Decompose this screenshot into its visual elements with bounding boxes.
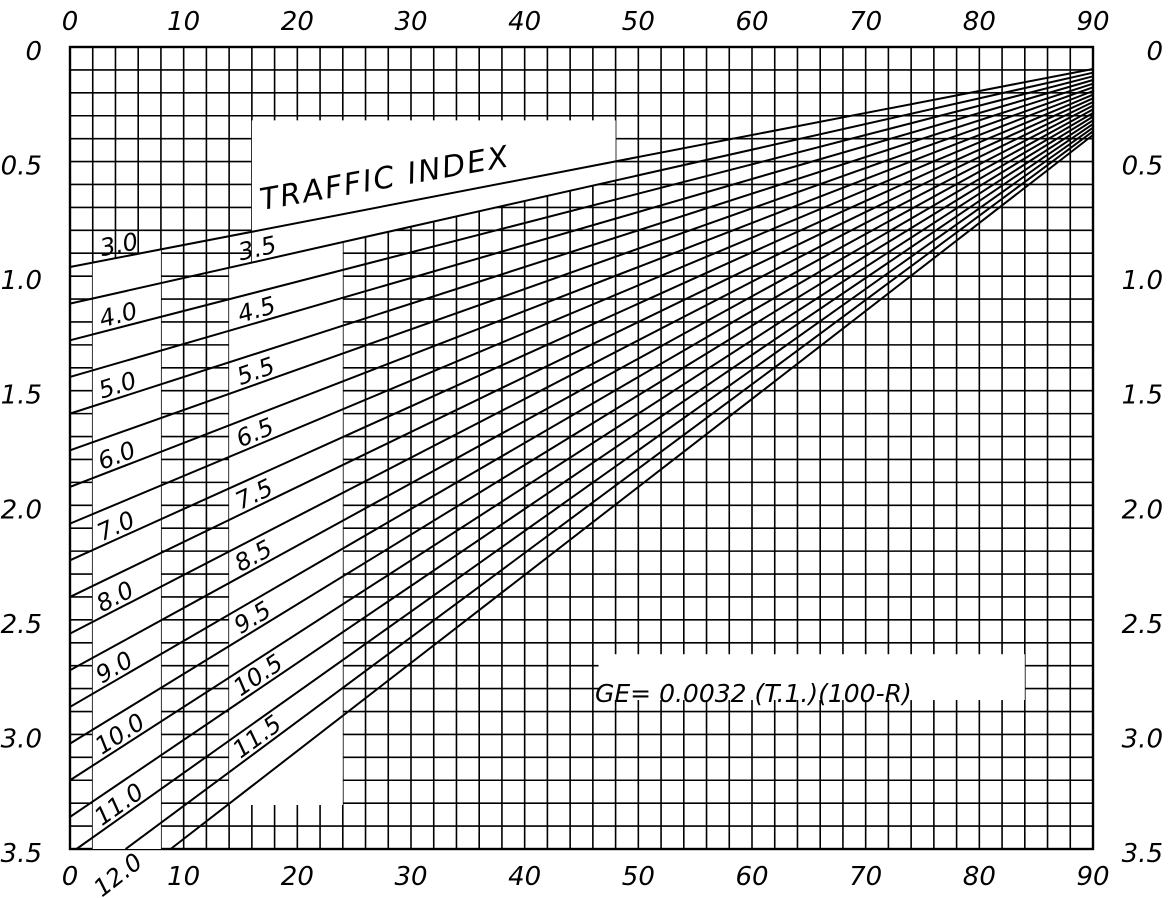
y-tick-label-left: 3.0 [1, 724, 42, 754]
x-tick-label-bottom: 40 [508, 862, 541, 892]
x-tick-label-bottom: 90 [1076, 862, 1109, 892]
x-tick-label-top: 10 [167, 7, 200, 37]
traffic-index-line [69, 115, 1094, 745]
y-tick-label-right: 1.0 [1122, 266, 1163, 296]
plot-frame [68, 45, 1095, 851]
y-tick-label-right: 2.0 [1122, 495, 1163, 525]
traffic-index-line [69, 119, 1094, 782]
title-area [251, 120, 616, 263]
y-tick-label-right: 3.5 [1122, 839, 1163, 869]
y-tick-label-right: 1.5 [1122, 381, 1163, 411]
y-tick-label-left: 1.0 [1, 266, 42, 296]
x-tick-label-bottom: 50 [622, 862, 655, 892]
x-tick-label-top: 30 [394, 7, 427, 37]
y-tick-label-right: 0 [1146, 37, 1163, 67]
y-tick-label-right: 3.0 [1122, 724, 1163, 754]
traffic-index-line [125, 130, 1094, 850]
x-tick-label-top: 80 [963, 7, 996, 37]
y-tick-label-left: 1.5 [1, 381, 42, 411]
x-tick-label-top: 60 [735, 7, 768, 37]
traffic-index-line [69, 90, 1094, 488]
traffic-index-line [170, 134, 1094, 850]
series-label: 12.0 [88, 848, 147, 898]
x-tick-label-top: 0 [62, 7, 79, 37]
traffic-index-line [75, 126, 1094, 850]
traffic-index-line [69, 104, 1094, 635]
x-tick-label-top: 40 [508, 7, 541, 37]
y-tick-label-right: 0.5 [1122, 152, 1163, 182]
formula-label: GE= 0.0032 (T.1.)(100-R) [595, 679, 912, 708]
y-tick-label-left: 0.5 [1, 152, 42, 182]
y-tick-label-left: 3.5 [1, 839, 42, 869]
formula-area [598, 654, 1025, 701]
x-tick-label-bottom: 60 [735, 862, 768, 892]
traffic-index-line [69, 86, 1094, 452]
x-tick-label-bottom: 70 [849, 862, 882, 892]
y-tick-label-left: 0 [25, 37, 42, 67]
traffic-index-line [69, 68, 1094, 268]
traffic-index-line [69, 75, 1094, 342]
y-tick-label-right: 2.5 [1122, 610, 1163, 640]
traffic-index-line [69, 97, 1094, 562]
x-tick-label-bottom: 0 [62, 862, 79, 892]
x-tick-label-bottom: 80 [963, 862, 996, 892]
x-tick-label-top: 90 [1076, 7, 1109, 37]
x-tick-label-top: 50 [622, 7, 655, 37]
x-tick-label-top: 20 [281, 7, 314, 37]
y-tick-label-left: 2.0 [1, 495, 42, 525]
traffic-index-line [69, 123, 1094, 818]
x-tick-label-top: 70 [849, 7, 882, 37]
traffic-index-line [69, 79, 1094, 378]
x-tick-label-bottom: 20 [281, 862, 314, 892]
x-tick-label-bottom: 30 [394, 862, 427, 892]
x-tick-label-bottom: 10 [167, 862, 200, 892]
y-tick-label-left: 2.5 [1, 610, 42, 640]
traffic-index-line [69, 93, 1094, 525]
traffic-index-line [69, 112, 1094, 708]
traffic-index-line [69, 82, 1094, 415]
traffic-index-line [69, 101, 1094, 598]
traffic-index-line [69, 71, 1094, 305]
traffic-index-line [69, 108, 1094, 672]
